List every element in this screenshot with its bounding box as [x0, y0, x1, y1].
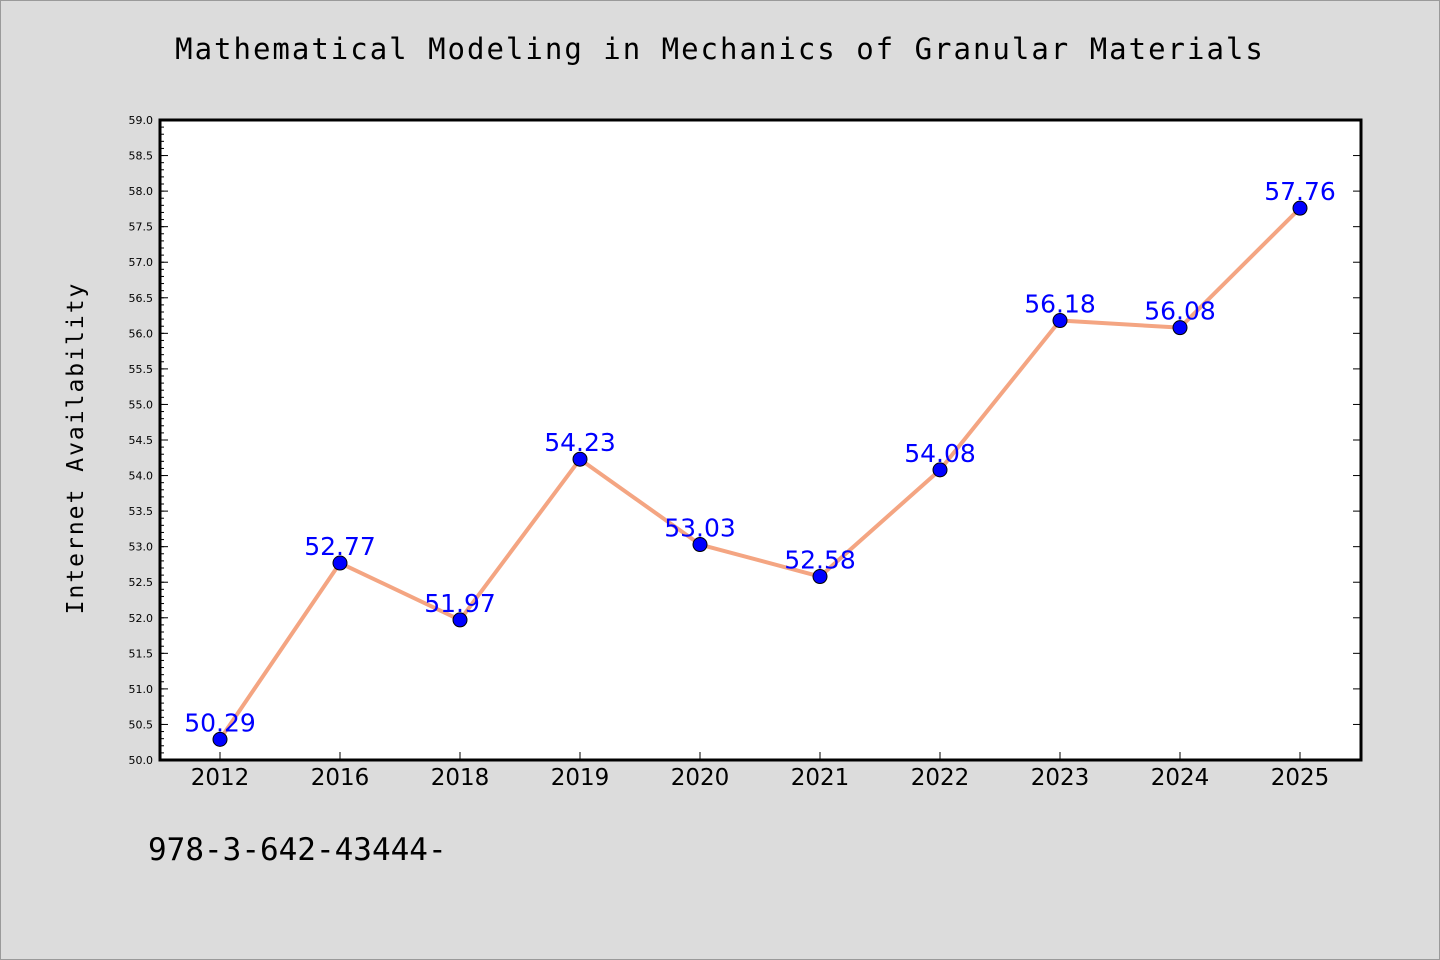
- data-point: [572, 451, 588, 467]
- plot-area: [160, 120, 1361, 760]
- y-tick-label: 54.0: [129, 470, 154, 483]
- y-tick-label: 56.0: [129, 327, 154, 340]
- y-tick-label: 56.5: [129, 292, 154, 305]
- data-point: [1172, 320, 1188, 336]
- data-label: 51.97: [424, 589, 496, 618]
- series-markers: [212, 200, 1308, 747]
- data-point: [332, 555, 348, 571]
- y-tick-label: 59.0: [129, 114, 154, 127]
- y-tick-label: 51.5: [129, 647, 154, 660]
- y-tick-label: 57.0: [129, 256, 154, 269]
- y-tick-label: 51.0: [129, 683, 154, 696]
- y-tick-label: 53.5: [129, 505, 154, 518]
- plot-border: [158, 118, 1363, 762]
- y-tick-label: 50.0: [129, 754, 154, 767]
- data-label: 56.08: [1144, 297, 1216, 326]
- data-label: 53.03: [664, 514, 736, 543]
- x-tick-label: 2019: [551, 765, 610, 791]
- y-tick-label: 50.5: [129, 718, 154, 731]
- isbn-footer: 978-3-642-43444-: [148, 832, 447, 868]
- y-tick-label: 52.5: [129, 576, 154, 589]
- y-tick-label: 58.0: [129, 185, 154, 198]
- data-labels: 50.29 52.77 51.97 54.23 53.03 52.58 54.08 56.18…: [184, 177, 1336, 737]
- data-point: [692, 537, 708, 553]
- data-label: 52.58: [784, 546, 856, 575]
- y-tick-label: 52.0: [129, 612, 154, 625]
- series-line: [218, 206, 1302, 742]
- x-axis-ticks: 2012 2016 2018 2019 2020 2021 2022 2023 2024 2025: [191, 752, 1330, 791]
- x-tick-label: 2016: [311, 765, 370, 791]
- data-label: 54.08: [904, 439, 976, 468]
- y-tick-label: 53.0: [129, 541, 154, 554]
- y-tick-label: 55.0: [129, 398, 154, 411]
- data-label: 54.23: [544, 428, 616, 457]
- y-tick-label: 55.5: [129, 363, 154, 376]
- y-tick-label: 54.5: [129, 434, 154, 447]
- y-tick-label: 58.5: [129, 150, 154, 163]
- data-label: 56.18: [1024, 290, 1096, 319]
- data-point: [932, 462, 948, 478]
- x-tick-label: 2018: [431, 765, 490, 791]
- chart-title: Mathematical Modeling in Mechanics of Gr…: [175, 32, 1265, 66]
- x-tick-label: 2023: [1031, 765, 1090, 791]
- x-tick-label: 2020: [671, 765, 730, 791]
- x-tick-label: 2024: [1151, 765, 1210, 791]
- data-point: [1052, 313, 1068, 329]
- data-point: [812, 569, 828, 585]
- x-tick-label: 2012: [191, 765, 250, 791]
- y-tick-label: 57.5: [129, 221, 154, 234]
- data-point: [452, 612, 468, 628]
- data-point: [1292, 200, 1308, 216]
- data-label: 50.29: [184, 708, 256, 737]
- data-label: 57.76: [1264, 177, 1336, 206]
- data-point: [212, 731, 228, 747]
- x-tick-label: 2021: [791, 765, 850, 791]
- data-label: 52.77: [304, 532, 376, 561]
- x-tick-label: 2025: [1271, 765, 1330, 791]
- x-tick-label: 2022: [911, 765, 970, 791]
